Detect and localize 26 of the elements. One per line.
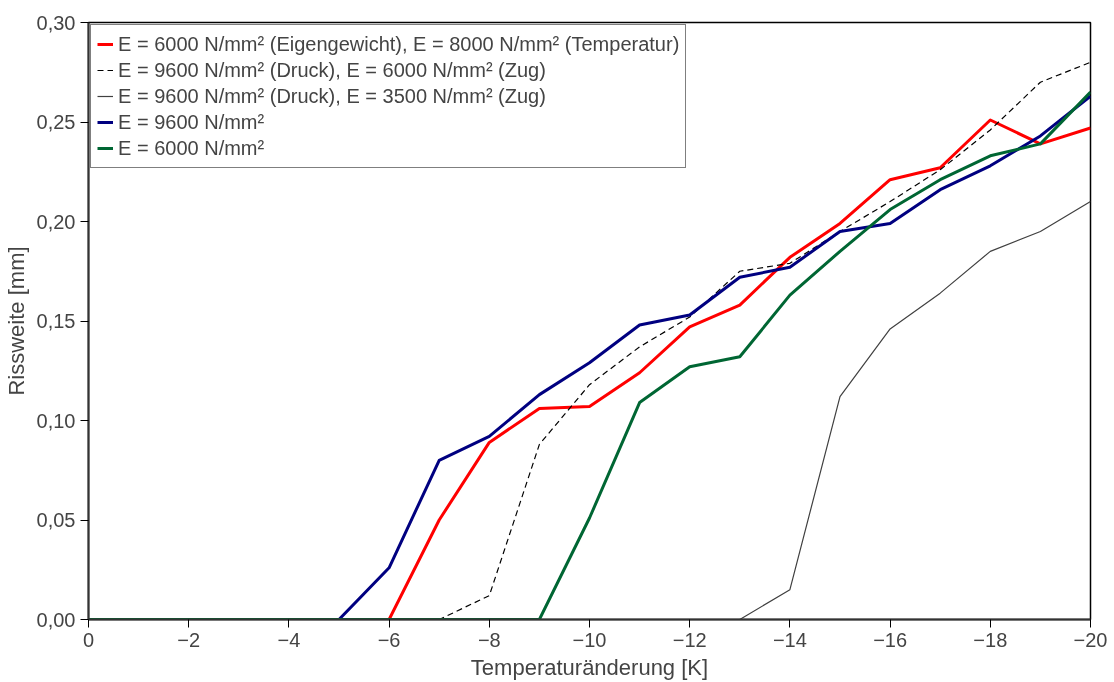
x-tick-label: −14 <box>772 628 807 651</box>
x-tick-label: −16 <box>873 628 908 651</box>
y-tick-label: 0,30 <box>36 11 76 34</box>
x-tick-label: −10 <box>572 628 607 651</box>
legend-label: E = 6000 N/mm² (Eigengewicht), E = 8000 N/mm² (Temperatur) <box>118 31 680 57</box>
x-tick-label: −2 <box>177 628 201 651</box>
line-series <box>739 201 1091 620</box>
legend-label: E = 9600 N/mm² <box>118 109 265 135</box>
y-tick-label: 0,15 <box>36 310 76 332</box>
y-tick-label: 0,05 <box>36 509 76 531</box>
legend-label: E = 9600 N/mm² (Druck), E = 3500 N/mm² (Zug) <box>118 83 546 109</box>
x-tick-label: −8 <box>477 628 501 651</box>
y-tick-label: 0,00 <box>36 608 76 631</box>
x-axis-title: Temperaturänderung [K] <box>470 654 709 680</box>
x-tick-label: −18 <box>973 628 1008 651</box>
x-tick-label: −4 <box>277 628 301 651</box>
y-tick-label: 0,20 <box>36 210 76 233</box>
x-tick-label: −12 <box>672 628 707 651</box>
x-tick-label: −6 <box>377 628 401 651</box>
x-tick-label: −20 <box>1073 628 1108 651</box>
legend-label: E = 9600 N/mm² (Druck), E = 6000 N/mm² (Zug) <box>118 57 546 83</box>
x-tick-label: 0 <box>82 628 95 651</box>
y-tick-label: 0,10 <box>36 409 76 432</box>
y-tick-label: 0,25 <box>36 111 76 133</box>
legend-label: E = 6000 N/mm² <box>118 135 265 161</box>
y-axis-title: Rissweite [mm] <box>3 246 29 396</box>
